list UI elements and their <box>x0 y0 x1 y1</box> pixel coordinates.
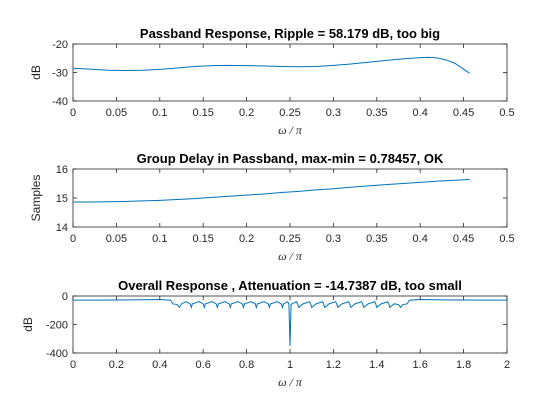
x-tick-label: 0.15 <box>192 107 213 119</box>
x-tick-label: 2 <box>504 359 510 371</box>
x-tick-label: 0.25 <box>279 107 300 119</box>
x-tick-label: 0.05 <box>106 107 127 119</box>
chart-3: 0 0.2 0.4 0.6 0.8 1 1.2 1.4 1.6 1.8 2 -400 -200 0 Over… <box>21 278 510 389</box>
x-tick-label: 1 <box>287 359 293 371</box>
series-line-1 <box>72 56 470 74</box>
x-tick-label: 0.1 <box>152 233 167 245</box>
x-tick-label: 1.2 <box>326 359 341 371</box>
y-tick-label: -20 <box>52 39 68 51</box>
y-axis-label: Samples <box>29 175 43 222</box>
x-tick-label: 0.15 <box>192 233 213 245</box>
x-tick-label: 0.45 <box>453 107 474 119</box>
x-tick-label: 0.2 <box>109 359 124 371</box>
plot-area <box>72 43 508 102</box>
x-axis-label: ω / π <box>278 249 303 263</box>
y-tick-label: 0 <box>62 291 68 303</box>
plot-area <box>72 168 508 228</box>
chart-title: Passband Response, Ripple = 58.179 dB, t… <box>140 26 440 41</box>
x-tick-label: 0.35 <box>366 107 387 119</box>
y-tick-label: -30 <box>52 68 68 80</box>
y-tick-label: -200 <box>46 320 68 332</box>
y-tick-label: 16 <box>56 164 68 176</box>
chart-1: 0 0.05 0.1 0.15 0.2 0.25 0.3 0.35 0.4 0.45 0.5 -40 -… <box>29 26 515 137</box>
y-tick-label: 14 <box>56 222 68 234</box>
x-axis-label: ω / π <box>278 375 303 389</box>
chart-title: Group Delay in Passband, max-min = 0.784… <box>137 151 444 166</box>
x-tick-label: 0.25 <box>279 233 300 245</box>
x-tick-label: 0 <box>70 359 76 371</box>
y-tick-label: -400 <box>46 348 68 360</box>
x-tick-label: 1.8 <box>456 359 471 371</box>
x-tick-label: 0.2 <box>239 233 254 245</box>
x-tick-label: 0.35 <box>366 233 387 245</box>
x-tick-label: 0.3 <box>326 233 341 245</box>
x-tick-label: 0.05 <box>106 233 127 245</box>
y-axis-label: dB <box>21 317 35 332</box>
x-tick-label: 1.6 <box>413 359 428 371</box>
x-tick-label: 0 <box>70 107 76 119</box>
x-tick-label: 0.4 <box>413 107 428 119</box>
x-tick-label: 0.1 <box>152 107 167 119</box>
x-tick-label: 0.2 <box>239 107 254 119</box>
chart-2: 0 0.05 0.1 0.15 0.2 0.25 0.3 0.35 0.4 0.45 0.5 14 15… <box>29 151 515 263</box>
series-line-1 <box>73 299 507 346</box>
x-tick-label: 0.8 <box>239 359 254 371</box>
x-tick-label: 0.4 <box>413 233 428 245</box>
x-tick-label: 0.5 <box>499 233 514 245</box>
y-tick-label: 15 <box>56 193 68 205</box>
y-tick-label: -40 <box>52 96 68 108</box>
x-tick-label: 0.5 <box>499 107 514 119</box>
x-tick-label: 0.6 <box>196 359 211 371</box>
x-tick-label: 0.4 <box>152 359 167 371</box>
x-tick-label: 0.45 <box>453 233 474 245</box>
y-axis-label: dB <box>29 65 43 80</box>
x-axis-label: ω / π <box>278 123 303 137</box>
x-tick-label: 0 <box>70 233 76 245</box>
x-tick-label: 1.4 <box>369 359 384 371</box>
x-tick-label: 0.3 <box>326 107 341 119</box>
series-line-1 <box>73 178 470 203</box>
chart-title: Overall Response , Attenuation = -14.738… <box>118 278 462 293</box>
